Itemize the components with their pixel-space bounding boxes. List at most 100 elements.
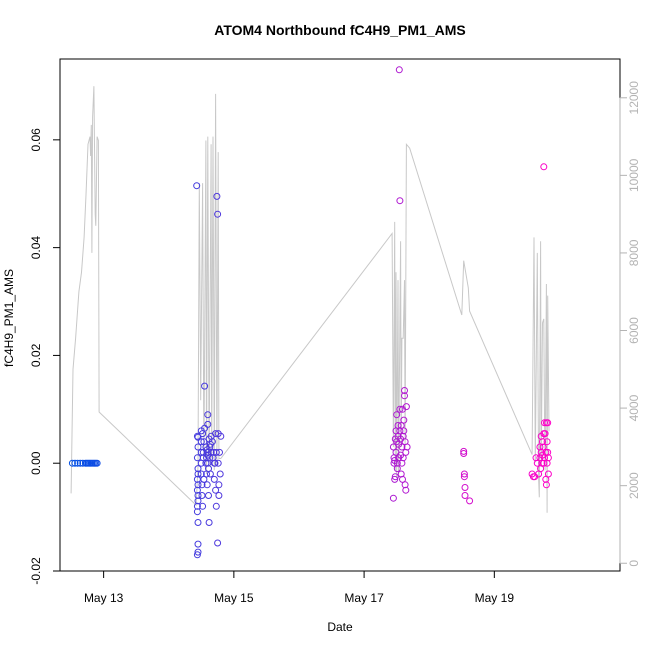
data-point [216,470,224,478]
data-point [540,163,548,171]
data-point [194,470,202,478]
data-point [539,438,546,446]
data-point [193,182,201,190]
data-point [205,492,212,499]
y-right-tick-label: 0 [627,560,641,567]
data-point [203,481,211,489]
y-tick-label: 0.04 [29,236,43,260]
data-point [194,519,202,526]
data-point [216,448,223,456]
data-point [205,519,213,526]
data-point [215,481,223,489]
y-axis-label: fC4H9_PM1_AMS [2,269,16,367]
data-point [194,433,202,441]
data-point [74,459,82,467]
data-point [543,438,551,446]
data-point [215,492,223,499]
data-point [401,392,408,400]
data-point [193,508,201,516]
data-point [208,438,216,446]
data-point [217,432,225,440]
data-point [393,411,401,419]
data-point [395,66,403,74]
data-point [211,459,219,467]
data-point [71,459,79,467]
data-point [198,492,206,499]
data-point [539,443,547,451]
data-point [400,416,408,424]
chart-title: ATOM4 Northbound fC4H9_PM1_AMS [214,22,466,38]
x-axis: May 13 May 15 May 17 May 19 [84,571,514,605]
data-point [194,548,202,556]
data-point [544,454,552,462]
data-point [544,448,552,456]
data-point [398,443,406,451]
data-point [199,502,207,510]
y-tick-label: 0.06 [29,128,43,152]
data-point [391,473,399,481]
data-point [204,420,212,428]
data-point [540,459,548,467]
data-point [210,475,218,483]
data-point [212,448,220,456]
data-point [538,459,546,467]
data-point [461,484,469,491]
data-point [393,465,401,473]
data-point [401,387,408,394]
data-point [542,481,550,489]
data-point [214,210,222,218]
data-point [212,502,220,510]
data-point [460,450,468,457]
data-point [194,443,202,451]
data-point [391,475,399,483]
x-tick-label: May 15 [214,591,254,605]
data-point [544,419,552,427]
data-point [202,459,210,467]
y-right-tick-label: 8000 [627,239,641,266]
data-point [193,551,201,559]
data-point [542,448,550,456]
data-point [194,465,202,473]
data-point [401,481,409,489]
data-point [390,459,398,467]
data-point [93,459,101,467]
y-right-tick-label: 6000 [627,317,641,344]
data-point [466,497,474,505]
data-point [206,470,214,478]
y-tick-label: 0.00 [29,451,43,475]
data-point [399,475,406,483]
data-point [197,438,205,446]
y-right-tick-label: 12000 [627,81,641,115]
data-point [193,502,201,510]
data-point [402,403,410,411]
data-point [194,492,202,499]
data-point [541,430,549,438]
data-point [204,411,212,419]
data-point [544,470,552,478]
data-point [400,427,408,435]
data-point [397,422,405,429]
data-point [460,470,468,478]
x-tick-label: May 17 [344,591,384,605]
data-point [200,475,208,483]
data-point [193,454,201,462]
data-point [194,540,202,548]
y-right-tick-label: 4000 [627,394,641,421]
data-point [542,475,550,483]
data-point [214,539,222,547]
y-right-tick-label: 10000 [627,158,641,192]
data-point [389,494,397,502]
y-axis-right: 0 2000 4000 6000 8000 10000 12000 [619,81,641,567]
data-point [212,486,220,494]
data-point [194,497,202,505]
data-points-group [68,66,552,559]
x-tick-label: May 19 [475,591,515,605]
data-point [193,486,201,494]
data-point [396,197,404,205]
data-point [213,192,221,200]
data-point [461,492,469,499]
x-tick-label: May 13 [84,591,124,605]
y-axis-left: -0.02 0.00 0.02 0.04 0.06 [29,128,60,585]
plot-frame [59,58,621,572]
